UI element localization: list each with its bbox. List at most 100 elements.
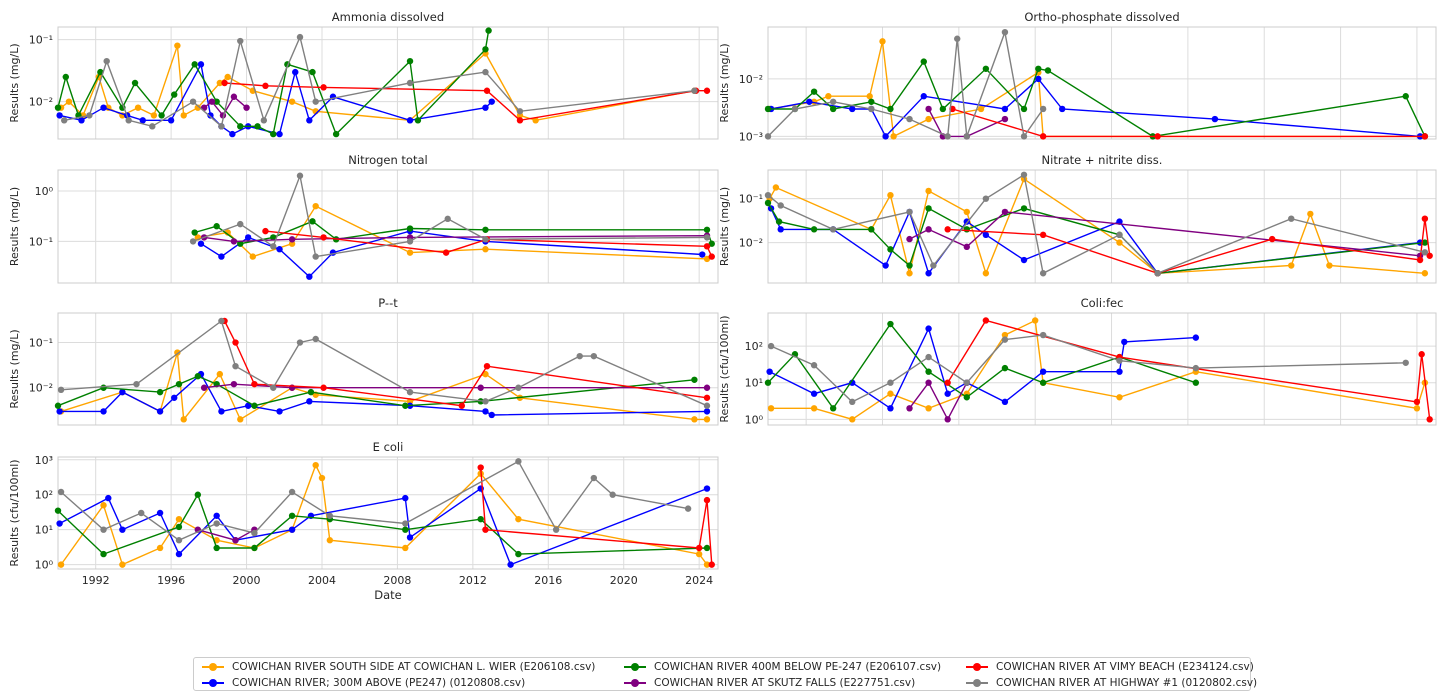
data-point xyxy=(890,133,897,140)
data-point xyxy=(194,373,202,380)
data-point xyxy=(906,115,913,123)
data-point xyxy=(56,520,63,527)
data-point xyxy=(260,117,268,124)
data-point xyxy=(175,515,183,523)
data-point xyxy=(119,526,126,533)
data-point xyxy=(167,117,175,124)
data-point xyxy=(1039,133,1047,140)
data-point xyxy=(103,57,110,65)
data-point xyxy=(703,226,711,233)
series-line-cowichan-river-at-vimy-beach-e234124-csv xyxy=(223,320,708,407)
data-point xyxy=(925,187,932,195)
data-point xyxy=(288,236,296,243)
data-point xyxy=(218,408,225,415)
x-tick-label: 2020 xyxy=(610,574,638,587)
data-point xyxy=(703,408,711,415)
data-point xyxy=(609,491,616,498)
data-point xyxy=(444,215,451,223)
data-point xyxy=(882,262,889,269)
data-point xyxy=(406,117,414,124)
data-point xyxy=(982,231,990,239)
data-point xyxy=(777,226,784,233)
data-point xyxy=(703,496,711,504)
data-point xyxy=(189,238,197,245)
data-point xyxy=(944,390,951,397)
data-point xyxy=(189,98,197,105)
y-axis-label: Results (mg/L) xyxy=(718,187,731,266)
y-tick-label: 10² xyxy=(35,489,53,502)
panel-title: Coli:fec xyxy=(1081,296,1124,310)
data-point xyxy=(1001,331,1009,339)
series-line-cowichan-river-south-side-at-cowichan-l- xyxy=(60,463,708,566)
data-point xyxy=(138,509,145,517)
series-line-cowichan-river-at-highway-1-0120802-csv xyxy=(60,460,689,542)
data-point xyxy=(312,253,319,260)
series-line-cowichan-river-south-side-at-cowichan-l- xyxy=(769,41,1425,138)
data-point xyxy=(925,379,932,386)
data-point xyxy=(1001,398,1009,406)
data-point xyxy=(156,544,164,552)
data-point xyxy=(224,73,231,81)
data-point xyxy=(944,226,951,233)
legend-marker-south-side xyxy=(202,662,224,672)
data-point xyxy=(485,27,492,34)
data-point xyxy=(925,270,932,277)
data-point xyxy=(125,117,132,124)
data-point xyxy=(244,234,252,241)
data-point xyxy=(254,123,261,130)
data-point xyxy=(925,368,932,375)
data-point xyxy=(180,416,187,423)
data-point xyxy=(775,218,783,225)
y-tick-label: 10⁻¹ xyxy=(29,337,53,350)
y-tick-label: 10⁰ xyxy=(35,185,54,198)
data-point xyxy=(406,534,414,541)
data-point xyxy=(925,115,932,123)
data-point xyxy=(175,523,183,531)
data-point xyxy=(312,335,319,343)
panel-ammonia-dissolved: 10⁻² 10⁻¹ Ammonia dissolved Results (mg/L) xyxy=(8,10,719,140)
data-point xyxy=(402,526,409,533)
data-point xyxy=(906,262,913,269)
data-point xyxy=(703,255,711,263)
data-point xyxy=(684,505,692,512)
data-point xyxy=(232,339,239,346)
data-point xyxy=(1020,205,1028,212)
data-point xyxy=(288,240,296,247)
data-point xyxy=(963,379,970,386)
data-point xyxy=(270,243,277,250)
data-point xyxy=(879,38,886,45)
y-axis-label: Results (cfu/100ml) xyxy=(8,459,21,566)
data-point xyxy=(158,112,165,119)
plot-frame xyxy=(767,169,1437,284)
data-point xyxy=(296,172,304,179)
data-point xyxy=(1116,231,1123,239)
data-point xyxy=(406,238,414,245)
data-point xyxy=(251,402,258,409)
data-point xyxy=(270,384,277,391)
data-point xyxy=(868,226,875,233)
data-point xyxy=(1039,105,1047,113)
data-point xyxy=(963,243,970,251)
y-tick-label: 10⁰ xyxy=(35,559,54,572)
data-point xyxy=(119,561,126,568)
data-point xyxy=(1116,239,1123,246)
data-point xyxy=(925,353,932,361)
data-point xyxy=(306,117,313,124)
series-line-cowichan-river-400m-below-pe-247-e206107 xyxy=(57,375,695,407)
legend-marker-highway-1 xyxy=(966,678,988,688)
data-point xyxy=(590,352,598,360)
data-point xyxy=(772,184,780,191)
data-point xyxy=(691,416,698,423)
data-point xyxy=(1192,334,1200,341)
legend-label: COWICHAN RIVER; 300M ABOVE (PE247) (0120… xyxy=(232,677,526,689)
data-point xyxy=(1421,239,1429,246)
data-point xyxy=(1426,416,1433,423)
y-tick-label: 10⁻¹ xyxy=(29,235,53,248)
data-point xyxy=(766,368,773,375)
data-point xyxy=(1416,256,1424,264)
data-point xyxy=(149,123,156,130)
data-point xyxy=(1039,368,1047,375)
data-point xyxy=(57,386,65,394)
series-line-cowichan-river-300m-above-pe247-0120808- xyxy=(59,372,708,416)
data-point xyxy=(906,405,913,412)
